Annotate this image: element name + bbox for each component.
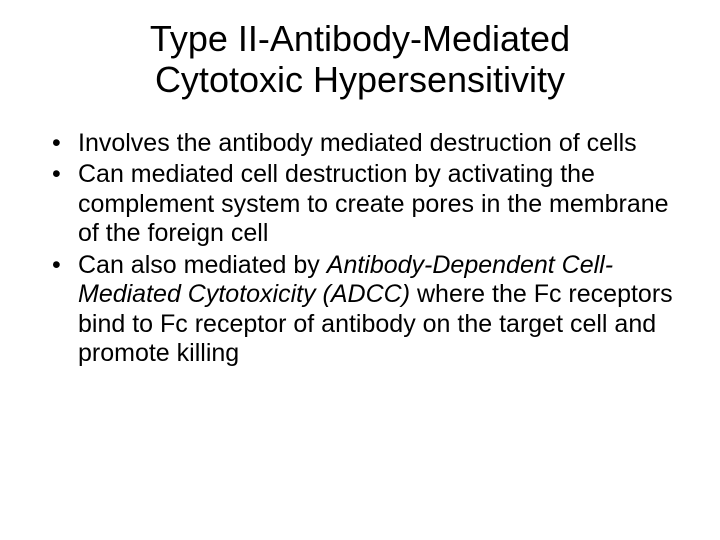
list-item: Involves the antibody mediated destructi… <box>52 129 680 159</box>
bullet-text: Can also mediated by <box>78 251 327 279</box>
title-line-1: Type II-Antibody-Mediated <box>150 18 570 59</box>
title-line-2: Cytotoxic Hypersensitivity <box>155 59 565 100</box>
bullet-text: Can mediated cell destruction by activat… <box>78 160 669 247</box>
bullet-text: Involves the antibody mediated destructi… <box>78 129 637 157</box>
slide: Type II-Antibody-Mediated Cytotoxic Hype… <box>0 0 720 540</box>
slide-title: Type II-Antibody-Mediated Cytotoxic Hype… <box>30 18 690 101</box>
bullet-list: Involves the antibody mediated destructi… <box>30 129 690 369</box>
list-item: Can mediated cell destruction by activat… <box>52 160 680 249</box>
list-item: Can also mediated by Antibody-Dependent … <box>52 251 680 369</box>
